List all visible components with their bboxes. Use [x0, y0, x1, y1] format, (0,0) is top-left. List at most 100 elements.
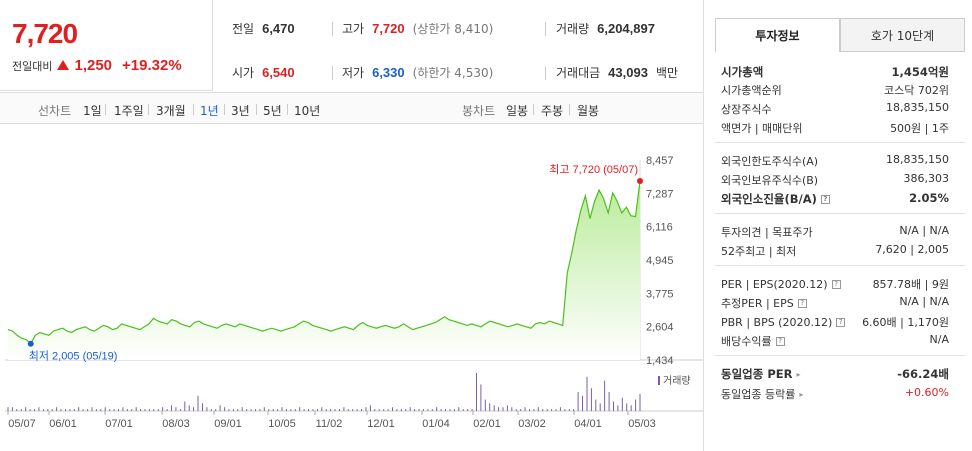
stat-label: 거래대금 [556, 66, 601, 80]
caret-right-icon: ▸ [796, 369, 801, 379]
info-label: 액면가 | 매매단위 [721, 122, 803, 135]
amount-unit: 백만 [655, 66, 679, 80]
info-label: 추정PER | EPS [721, 297, 794, 310]
low-marker [27, 340, 34, 347]
stat-high: 고가 7,720 (상한가 8,410) [342, 20, 493, 37]
info-key: PBR | BPS (2020.12)? [721, 314, 846, 330]
info-foreign-limit: 외국인한도주식수(A) 18,835,150 [721, 153, 949, 169]
period-10y[interactable]: 10년 [294, 104, 321, 118]
info-key: 동일업종 PER ▸ [721, 366, 800, 382]
info-value: +0.60% [904, 386, 949, 399]
divider [287, 104, 288, 115]
period-3m[interactable]: 3개월 [156, 104, 186, 118]
high-marker [637, 177, 643, 184]
info-label: 외국인보유주식수(B) [721, 174, 819, 187]
x-tick-label: 03/02 [518, 418, 546, 430]
change-label: 전일대비 [12, 60, 53, 73]
help-icon[interactable]: ? [775, 336, 785, 346]
stat-label: 저가 [342, 66, 365, 80]
chart-svg: 8,457 7,287 6,116 4,945 3,775 2,604 1,434 최고 7,… [5, 155, 703, 430]
y-tick-label: 7,287 [646, 188, 674, 200]
info-value: 2.05% [909, 191, 949, 205]
help-icon[interactable]: ? [820, 194, 830, 204]
info-label: 동일업종 PER [721, 367, 793, 381]
y-tick-label: 4,945 [646, 255, 674, 267]
info-key: 배당수익률? [721, 333, 785, 349]
tab-investment-info[interactable]: 투자정보 [715, 18, 840, 52]
info-label: 시가총액순위 [721, 84, 782, 97]
info-est-per: 추정PER | EPS? N/A | N/A [721, 295, 949, 311]
divider [332, 66, 333, 80]
help-icon[interactable]: ? [831, 279, 841, 289]
info-value: N/A | N/A [899, 295, 949, 308]
info-label: 시가총액 [721, 65, 764, 79]
info-industry-per[interactable]: 동일업종 PER ▸ -66.24배 [721, 366, 949, 382]
info-key: 외국인소진율(B/A)? [721, 191, 830, 207]
y-tick-label: 2,604 [646, 322, 674, 334]
period-1y[interactable]: 1년 [200, 104, 219, 118]
candle-weekly[interactable]: 주봉 [541, 104, 564, 118]
info-shares: 상장주식수 18,835,150 [721, 101, 949, 117]
x-tick-label: 09/01 [214, 418, 242, 430]
info-per: PER | EPS(2020.12)? 857.78배 | 9원 [721, 276, 949, 292]
y-tick-label: 1,434 [646, 355, 674, 367]
info-par: 액면가 | 매매단위 500원 | 1주 [721, 120, 949, 136]
divider [105, 104, 106, 115]
candle-chart-label: 봉차트 [462, 104, 496, 118]
info-label: PER | EPS(2020.12) [721, 277, 828, 291]
help-icon[interactable]: ? [797, 298, 807, 308]
info-key: 동일업종 등락률 ▸ [721, 386, 803, 402]
x-tick-label: 04/01 [574, 418, 602, 430]
info-value: 500원 | 1주 [890, 122, 949, 135]
candle-monthly[interactable]: 월봉 [577, 104, 600, 118]
info-label: 외국인소진율(B/A) [721, 192, 817, 206]
tab-order-book[interactable]: 호가 10단계 [840, 18, 965, 52]
info-value: N/A | N/A [899, 224, 949, 237]
info-label: PBR | BPS (2020.12) [721, 315, 833, 329]
line-chart-label: 선차트 [38, 104, 72, 118]
divider [715, 355, 965, 356]
info-opinion: 투자의견 | 목표주가 N/A | N/A [721, 224, 949, 240]
x-tick-label: 07/01 [105, 418, 133, 430]
period-5y[interactable]: 5년 [263, 104, 282, 118]
period-1w[interactable]: 1주일 [114, 104, 144, 118]
stat-volume: 거래량 6,204,897 [556, 20, 655, 37]
info-tabs: 투자정보 호가 10단계 [715, 18, 965, 52]
divider [545, 66, 546, 80]
info-value: -66.24배 [897, 367, 949, 381]
info-value: 857.78배 | 9원 [872, 278, 949, 291]
info-value: 7,620 | 2,005 [875, 243, 949, 256]
caret-right-icon: ▸ [799, 389, 804, 399]
x-tick-label: 05/07 [8, 418, 36, 430]
stat-amount: 거래대금 43,093 백만 [556, 64, 678, 81]
divider [193, 104, 194, 115]
info-label: 52주최고 | 최저 [721, 245, 797, 258]
info-rank: 시가총액순위 코스닥 702위 [721, 82, 949, 98]
stat-open: 시가 6,540 [232, 64, 295, 81]
x-tick-label: 06/01 [49, 418, 77, 430]
info-value: 코스닥 702위 [884, 84, 949, 97]
period-selector: 선차트 1일 1주일 3개월 1년 3년 5년 10년 봉차트 일봉 주봉 월봉 [0, 92, 703, 124]
candle-daily[interactable]: 일봉 [506, 104, 529, 118]
price-line [7, 180, 641, 345]
info-value: 6.60배 | 1,170원 [862, 316, 949, 329]
info-industry-rate[interactable]: 동일업종 등락률 ▸ +0.60% [721, 386, 949, 402]
info-key: PER | EPS(2020.12)? [721, 276, 841, 292]
price-chart[interactable]: 8,457 7,287 6,116 4,945 3,775 2,604 1,434 최고 7,… [0, 125, 703, 451]
period-3y[interactable]: 3년 [231, 104, 250, 118]
x-tick-label: 12/01 [367, 418, 395, 430]
help-icon[interactable]: ? [836, 317, 846, 327]
stat-low: 저가 6,330 (하한가 4,530) [342, 64, 493, 81]
period-1d[interactable]: 1일 [83, 104, 102, 118]
info-market-cap: 시가총액 1,454억원 [721, 64, 949, 80]
stat-label: 거래량 [556, 22, 590, 36]
divider [715, 142, 965, 143]
info-value: 386,303 [903, 172, 950, 185]
divider [224, 104, 225, 115]
info-dividend: 배당수익률? N/A [721, 333, 949, 349]
info-value: 18,835,150 [886, 153, 949, 166]
change-value: 1,250 [74, 57, 113, 74]
stat-label: 고가 [342, 22, 365, 36]
divider [715, 213, 965, 214]
divider [533, 104, 534, 115]
